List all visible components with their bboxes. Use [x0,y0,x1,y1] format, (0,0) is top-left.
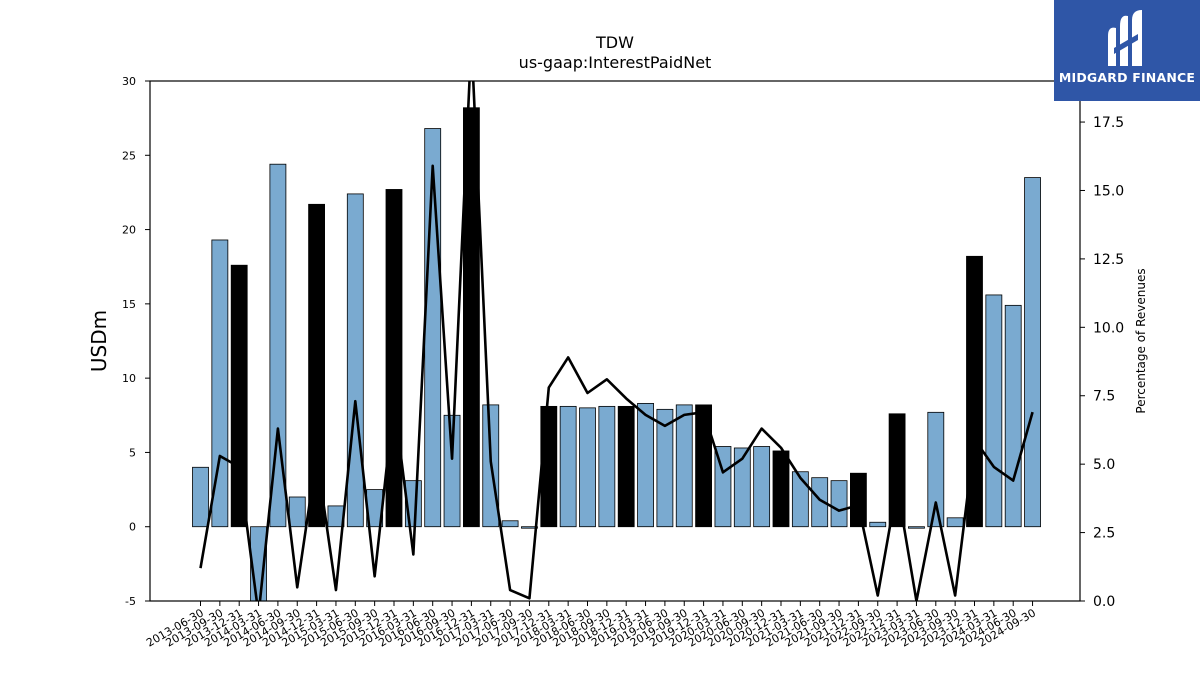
bar [946,517,964,528]
y2-tick-label: 7.5 [1093,389,1115,405]
bar [850,472,867,528]
bar [579,407,596,528]
bar [811,477,829,528]
bar-series [192,107,1041,601]
logo-mark-icon [1108,10,1142,66]
bar [753,446,771,528]
bar [559,405,577,528]
bar [656,408,674,528]
plot-frame [149,80,1081,602]
bar [540,405,558,528]
bar [521,526,538,529]
y2-tick-label: 2.5 [1093,526,1115,542]
bar [192,466,209,528]
bar [888,413,906,528]
y2-axis-label: Percentage of Revenues [1134,268,1148,413]
bar [695,404,712,528]
chart-subtitle: us-gaap:InterestPaidNet [519,53,712,72]
bar [617,405,635,528]
y-axis-label: USDm [87,310,111,372]
bar [230,264,248,528]
brand-logo: MIDGARD FINANCE [1054,0,1200,101]
bar [288,496,306,528]
bar [637,402,654,528]
bar [966,255,983,528]
line-series [199,81,1034,601]
bar [308,203,326,528]
y2-tick-label: 15.0 [1093,183,1124,199]
chart-title: TDW [595,33,634,52]
bar [675,404,693,528]
logo-text: MIDGARD FINANCE [1058,70,1196,85]
y-tick-label: 20 [122,224,136,237]
bar [1004,304,1022,528]
bar [501,520,519,528]
bar [462,107,480,528]
y2-tick-label: 10.0 [1093,320,1124,336]
y2-tick-label: 5.0 [1093,457,1115,473]
y-tick-label: -5 [125,595,136,608]
y-tick-label: 10 [122,372,136,385]
bar [1024,177,1041,528]
bar [714,446,732,528]
bar [346,193,364,528]
y-tick-label: 15 [122,298,136,311]
bar [269,163,287,528]
y-tick-label: 30 [122,75,136,88]
bar [211,239,229,528]
bar [985,294,1003,528]
percentage-line [199,81,1034,601]
bar [869,521,887,528]
y-tick-label: 25 [122,149,136,162]
bar [443,414,461,528]
y2-tick-label: 0.0 [1093,594,1115,610]
y2-tick-label: 17.5 [1093,115,1124,131]
y-tick-label: 5 [129,446,136,459]
bar [733,447,751,528]
y-tick-label: 0 [129,521,136,534]
bar [927,411,945,528]
bar [772,450,790,528]
bar [385,189,403,528]
bar [908,526,925,529]
y2-tick-label: 12.5 [1093,252,1124,268]
bar [791,471,809,528]
bar [830,480,848,528]
bar [598,405,616,528]
